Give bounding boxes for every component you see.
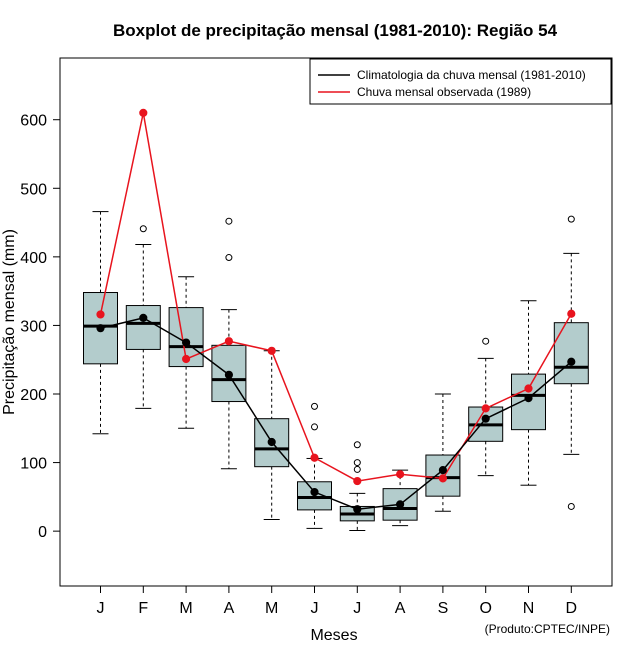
x-tick-label: F xyxy=(138,600,148,617)
x-tick-label: S xyxy=(438,600,449,617)
series-point xyxy=(310,487,319,497)
series-point xyxy=(524,394,533,403)
series-climatology xyxy=(96,313,576,514)
x-tick-label: M xyxy=(179,600,192,617)
outlier-point xyxy=(353,441,361,449)
boxes xyxy=(83,211,589,531)
series-point xyxy=(139,108,148,117)
y-axis-label: Precipitação mensal (mm) xyxy=(1,229,18,415)
box-f-2 xyxy=(125,225,161,409)
series-point xyxy=(96,324,105,333)
box-a-8 xyxy=(382,469,418,527)
legend: Climatologia da chuva mensal (1981-2010)… xyxy=(309,58,612,105)
series-point xyxy=(96,310,105,319)
series-point xyxy=(353,505,362,514)
x-tick-label: M xyxy=(265,600,278,617)
box-iqr xyxy=(125,305,161,350)
series-line xyxy=(100,317,572,510)
y-tick-label: 400 xyxy=(20,250,47,267)
outlier-point xyxy=(567,502,575,510)
chart-title: Boxplot de precipitação mensal (1981-201… xyxy=(113,21,558,40)
outlier-point xyxy=(139,225,147,233)
x-tick-label: J xyxy=(97,600,105,617)
series-point xyxy=(224,370,233,379)
series-point xyxy=(438,466,447,475)
outlier-point xyxy=(311,402,318,410)
x-tick-label: J xyxy=(353,600,361,617)
outlier-point xyxy=(225,254,233,262)
series-point xyxy=(396,470,405,479)
outlier-point xyxy=(353,459,361,467)
box-j-1 xyxy=(83,211,118,435)
series-line xyxy=(99,112,572,482)
series-lines xyxy=(96,108,576,514)
outlier-point xyxy=(311,423,318,431)
series-point xyxy=(267,346,276,355)
series-point xyxy=(139,313,148,322)
x-axis-label: Meses xyxy=(310,627,357,644)
x-tick-label: A xyxy=(395,600,406,617)
y-tick-label: 200 xyxy=(20,387,47,404)
x-tick-label: N xyxy=(523,600,535,617)
box-n-11 xyxy=(511,300,546,486)
box-s-9 xyxy=(425,393,461,512)
series-point xyxy=(438,474,447,483)
y-tick-label: 0 xyxy=(38,524,47,541)
series-point xyxy=(524,384,533,393)
box-m-3 xyxy=(168,276,204,429)
series-point xyxy=(353,476,362,486)
x-tick-label: A xyxy=(224,600,235,617)
series-point xyxy=(182,354,191,364)
series-point xyxy=(310,453,319,462)
series-point xyxy=(567,309,576,318)
box-iqr xyxy=(553,322,589,385)
x-tick-label: J xyxy=(311,600,319,617)
y-tick-label: 100 xyxy=(20,456,47,473)
outlier-point xyxy=(353,465,361,473)
y-tick-label: 500 xyxy=(20,181,47,198)
legend-label-observed: Chuva mensal observada (1989) xyxy=(357,85,531,99)
box-j-6 xyxy=(297,402,332,529)
box-m-5 xyxy=(254,350,290,520)
outlier-point xyxy=(567,215,575,223)
y-tick-label: 600 xyxy=(20,113,47,130)
product-credit: (Produto:CPTEC/INPE) xyxy=(485,622,610,636)
y-axis: 0 100 200 300 400 500 600 xyxy=(20,113,61,541)
series-point xyxy=(396,500,405,509)
series-observed xyxy=(96,108,576,486)
outlier-point xyxy=(225,217,233,225)
series-point xyxy=(567,357,576,366)
series-point xyxy=(481,404,490,413)
x-tick-label: O xyxy=(479,600,491,617)
series-point xyxy=(182,338,191,347)
legend-box xyxy=(309,58,612,105)
box-j-7 xyxy=(339,441,375,531)
series-point xyxy=(224,337,233,346)
y-tick-label: 300 xyxy=(20,318,47,335)
series-point xyxy=(267,437,276,447)
x-tick-label: D xyxy=(566,600,578,617)
legend-label-climatology: Climatologia da chuva mensal (1981-2010) xyxy=(357,68,586,82)
outlier-point xyxy=(482,337,490,345)
series-point xyxy=(481,414,490,423)
